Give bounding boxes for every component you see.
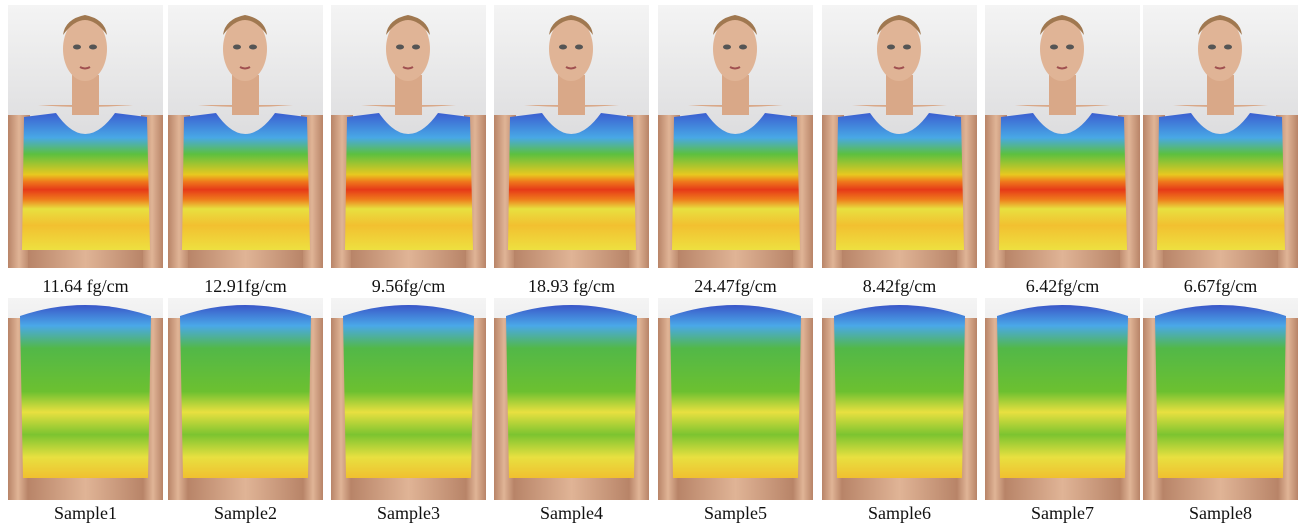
front-render [822, 5, 977, 268]
back-render [494, 298, 649, 500]
back-render [1143, 298, 1298, 500]
sample-label: Sample2 [214, 503, 277, 523]
front-render [331, 5, 486, 268]
front-render [985, 5, 1140, 268]
sample-label: Sample8 [1189, 503, 1252, 523]
value-label: 24.47fg/cm [694, 276, 777, 296]
value-label: 11.64 fg/cm [42, 276, 128, 296]
sample-label: Sample5 [704, 503, 767, 523]
sample-label: Sample3 [377, 503, 440, 523]
figure: 11.64 fg/cm Sample1 12.91fg/cm Sample2 9.56f… [0, 0, 1302, 528]
back-render [822, 298, 977, 500]
value-label: 8.42fg/cm [863, 276, 937, 296]
value-label: 18.93 fg/cm [528, 276, 615, 296]
back-render [168, 298, 323, 500]
value-label: 9.56fg/cm [372, 276, 446, 296]
sample-label: Sample7 [1031, 503, 1094, 523]
front-render [494, 5, 649, 268]
sample-label: Sample4 [540, 503, 603, 523]
value-label: 6.42fg/cm [1026, 276, 1100, 296]
back-render [658, 298, 813, 500]
back-render [331, 298, 486, 500]
sample-label: Sample1 [54, 503, 117, 523]
front-render [658, 5, 813, 268]
front-render [1143, 5, 1298, 268]
value-label: 6.67fg/cm [1184, 276, 1258, 296]
sample-label: Sample6 [868, 503, 931, 523]
front-render [8, 5, 163, 268]
back-render [8, 298, 163, 500]
front-render [168, 5, 323, 268]
back-render [985, 298, 1140, 500]
value-label: 12.91fg/cm [204, 276, 287, 296]
